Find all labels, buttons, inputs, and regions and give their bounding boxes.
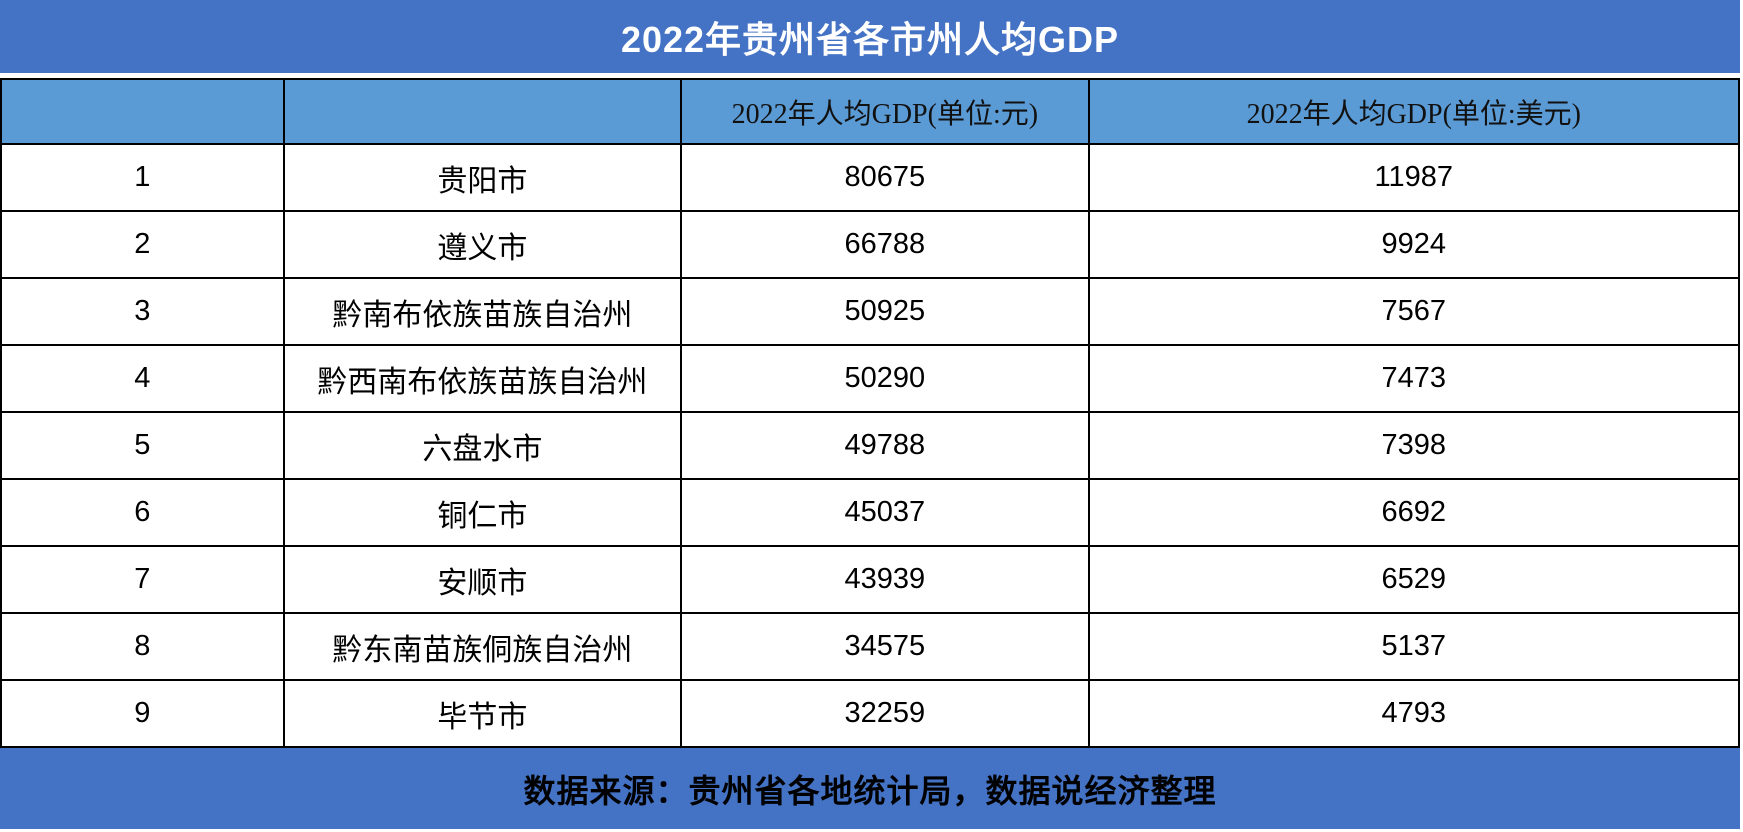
title-divider <box>0 73 1740 78</box>
header-rank-cell <box>2 80 285 143</box>
gdp-usd-cell: 7398 <box>1090 413 1740 478</box>
gdp-usd-cell: 11987 <box>1090 145 1740 210</box>
gdp-cny-cell: 80675 <box>682 145 1090 210</box>
gdp-usd-cell: 7473 <box>1090 346 1740 411</box>
table-row: 9 毕节市 32259 4793 <box>0 681 1740 748</box>
table-row: 1 贵阳市 80675 11987 <box>0 145 1740 212</box>
bottom-margin <box>0 829 1740 832</box>
gdp-usd-cell: 9924 <box>1090 212 1740 277</box>
rank-cell: 1 <box>2 145 285 210</box>
header-row: 2022年人均GDP(单位:元) 2022年人均GDP(单位:美元) <box>0 78 1740 145</box>
region-name-cell: 黔东南苗族侗族自治州 <box>285 614 683 679</box>
region-name-cell: 安顺市 <box>285 547 683 612</box>
region-name-cell: 遵义市 <box>285 212 683 277</box>
gdp-cny-cell: 34575 <box>682 614 1090 679</box>
gdp-cny-cell: 50290 <box>682 346 1090 411</box>
rank-cell: 6 <box>2 480 285 545</box>
table-row: 7 安顺市 43939 6529 <box>0 547 1740 614</box>
rank-cell: 4 <box>2 346 285 411</box>
table-row: 5 六盘水市 49788 7398 <box>0 413 1740 480</box>
rank-cell: 7 <box>2 547 285 612</box>
region-name-cell: 毕节市 <box>285 681 683 746</box>
gdp-cny-cell: 49788 <box>682 413 1090 478</box>
table-row: 4 黔西南布依族苗族自治州 50290 7473 <box>0 346 1740 413</box>
rank-cell: 2 <box>2 212 285 277</box>
region-name-cell: 黔南布依族苗族自治州 <box>285 279 683 344</box>
region-name-cell: 黔西南布依族苗族自治州 <box>285 346 683 411</box>
gdp-usd-cell: 5137 <box>1090 614 1740 679</box>
region-name-cell: 贵阳市 <box>285 145 683 210</box>
gdp-usd-cell: 6529 <box>1090 547 1740 612</box>
table-row: 3 黔南布依族苗族自治州 50925 7567 <box>0 279 1740 346</box>
gdp-cny-cell: 43939 <box>682 547 1090 612</box>
gdp-usd-cell: 6692 <box>1090 480 1740 545</box>
region-name-cell: 铜仁市 <box>285 480 683 545</box>
table-row: 6 铜仁市 45037 6692 <box>0 480 1740 547</box>
table-row: 8 黔东南苗族侗族自治州 34575 5137 <box>0 614 1740 681</box>
header-gdp-cny-cell: 2022年人均GDP(单位:元) <box>682 80 1090 143</box>
gdp-cny-cell: 50925 <box>682 279 1090 344</box>
rank-cell: 9 <box>2 681 285 746</box>
source-footer-bar: 数据来源：贵州省各地统计局，数据说经济整理 <box>0 748 1740 829</box>
region-name-cell: 六盘水市 <box>285 413 683 478</box>
gdp-cny-cell: 66788 <box>682 212 1090 277</box>
gdp-usd-cell: 7567 <box>1090 279 1740 344</box>
header-region-cell <box>285 80 683 143</box>
gdp-cny-cell: 32259 <box>682 681 1090 746</box>
rank-cell: 3 <box>2 279 285 344</box>
rank-cell: 8 <box>2 614 285 679</box>
table-row: 2 遵义市 66788 9924 <box>0 212 1740 279</box>
data-source-note: 数据来源：贵州省各地统计局，数据说经济整理 <box>523 772 1217 809</box>
gdp-cny-cell: 45037 <box>682 480 1090 545</box>
table-title: 2022年贵州省各市州人均GDP <box>620 18 1120 60</box>
gdp-usd-cell: 4793 <box>1090 681 1740 746</box>
rank-cell: 5 <box>2 413 285 478</box>
table-title-bar: 2022年贵州省各市州人均GDP <box>0 0 1740 73</box>
header-gdp-usd-cell: 2022年人均GDP(单位:美元) <box>1090 80 1740 143</box>
